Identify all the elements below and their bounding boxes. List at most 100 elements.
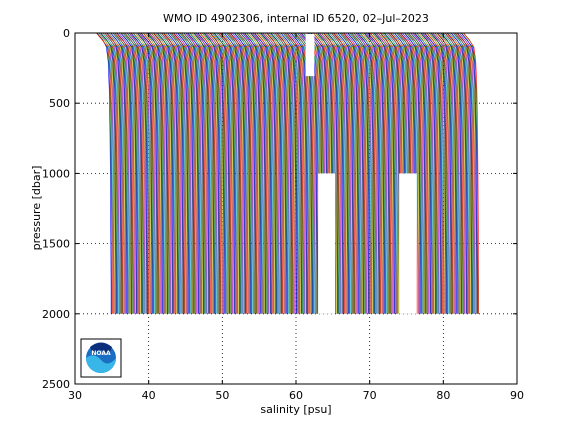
profile-line — [414, 33, 432, 314]
profile-line — [98, 33, 116, 314]
profile-line — [96, 33, 113, 314]
profile-line — [260, 33, 278, 314]
profile-line — [296, 33, 314, 314]
profile-line — [183, 33, 200, 314]
profile-line — [363, 33, 381, 314]
profile-line — [201, 33, 219, 314]
profile-line — [373, 33, 391, 314]
profile-line — [104, 33, 121, 314]
profile-line — [114, 33, 132, 314]
profile-line — [248, 33, 265, 314]
profile-line — [286, 33, 304, 314]
y-tick-label: 2500 — [42, 378, 70, 391]
profile-line — [418, 33, 435, 314]
profile-line — [420, 33, 437, 314]
profile-line — [245, 33, 264, 314]
profile-line — [326, 33, 345, 314]
profile-line — [116, 33, 134, 314]
profile-line — [463, 33, 479, 314]
profile-line — [432, 33, 450, 314]
y-tick-label: 1000 — [42, 167, 70, 180]
noaa-logo-bird — [90, 342, 112, 354]
profile-line — [100, 33, 118, 314]
profile-line — [357, 33, 375, 314]
profile-line — [171, 33, 189, 314]
profile-line — [156, 33, 175, 314]
profile-line — [440, 33, 458, 314]
y-axis-label: pressure [dbar] — [30, 166, 43, 251]
profile-line — [252, 33, 270, 314]
x-tick-label: 80 — [436, 389, 450, 402]
profile-line — [159, 33, 176, 314]
profile-line — [442, 33, 460, 314]
profile-line — [256, 33, 273, 314]
profile-line — [181, 33, 199, 314]
profile-line — [227, 33, 245, 314]
profile-line — [436, 33, 454, 314]
profile-line — [452, 33, 470, 314]
profile-line — [243, 33, 261, 314]
profile-lines — [96, 33, 479, 314]
profile-line — [193, 33, 211, 314]
profile-line — [288, 33, 306, 314]
profile-line — [298, 33, 316, 314]
x-axis-label: salinity [psu] — [260, 403, 331, 416]
profile-line — [353, 33, 370, 314]
profile-line — [144, 33, 162, 314]
profile-line — [146, 33, 164, 314]
profile-line — [422, 33, 440, 314]
profile-line — [458, 33, 476, 314]
profile-line — [331, 33, 348, 314]
profile-line — [341, 33, 359, 314]
x-tick-label: 60 — [289, 389, 303, 402]
profile-line — [408, 33, 426, 314]
profile-line — [138, 33, 156, 314]
profile-line — [412, 33, 429, 314]
profile-line — [223, 33, 241, 314]
profile-line — [284, 33, 302, 314]
profile-line — [250, 33, 267, 314]
noaa-logo-wave — [86, 355, 116, 373]
profile-line — [416, 33, 434, 314]
noaa-logo-text: NOAA — [91, 350, 111, 357]
profile-line — [292, 33, 310, 314]
profile-line — [426, 33, 443, 314]
profile-line — [124, 33, 142, 314]
profile-line — [136, 33, 154, 314]
profile-line — [438, 33, 456, 314]
x-tick-label: 90 — [510, 389, 524, 402]
profile-line — [229, 33, 247, 314]
profile-line — [173, 33, 191, 314]
profile-line — [345, 33, 362, 314]
profile-line — [448, 33, 466, 314]
profile-line — [140, 33, 158, 314]
profile-line — [446, 33, 464, 314]
profile-line — [219, 33, 237, 314]
profile-line — [367, 33, 385, 314]
profile-line — [148, 33, 166, 314]
x-tick-label: 40 — [142, 389, 156, 402]
profile-line — [430, 33, 448, 314]
profile-line — [406, 33, 424, 314]
profile-line — [294, 33, 312, 314]
profile-line — [235, 33, 253, 314]
profile-line — [189, 33, 207, 314]
profile-line — [162, 33, 180, 314]
profile-line — [237, 33, 256, 314]
profile-line — [209, 33, 227, 314]
profile-line — [242, 33, 259, 314]
profile-line — [120, 33, 138, 314]
profile-line — [424, 33, 442, 314]
x-axis-ticks: 30 40 50 60 70 80 90 — [68, 33, 524, 402]
profile-line — [456, 33, 474, 314]
profile-line — [428, 33, 446, 314]
profile-line — [177, 33, 194, 314]
profile-line — [377, 33, 395, 314]
data-gap — [318, 173, 336, 314]
profile-line — [371, 33, 389, 314]
profile-line — [132, 33, 150, 314]
profile-line — [339, 33, 356, 314]
profile-line — [142, 33, 160, 314]
profile-line — [434, 33, 451, 314]
profile-line — [355, 33, 373, 314]
